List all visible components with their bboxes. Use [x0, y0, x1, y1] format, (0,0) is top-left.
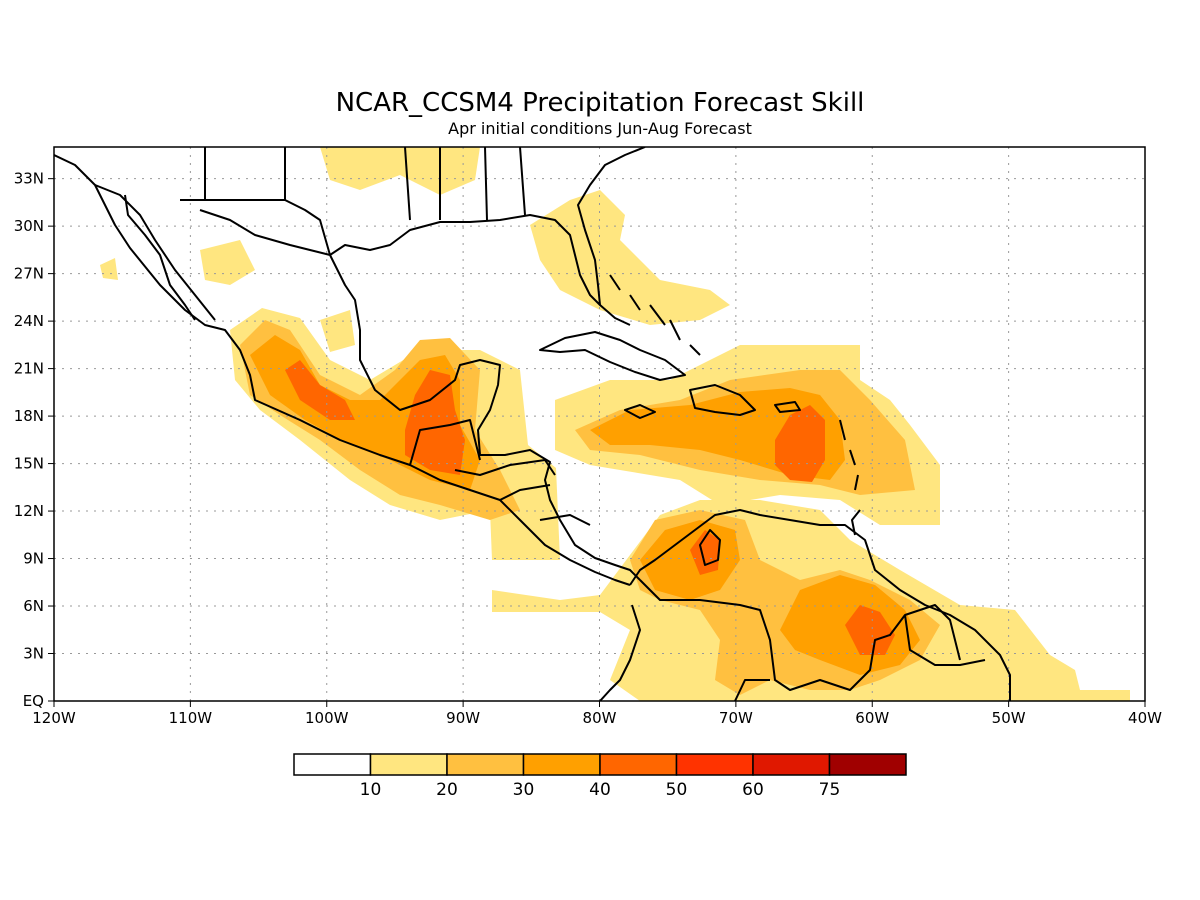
border-south-america	[639, 579, 986, 701]
coastline-jamaica	[624, 404, 656, 419]
coastline-florida-keys	[599, 304, 631, 326]
coastline-us-gulf	[329, 147, 646, 306]
y-axis-ticks: EQ 3N 6N 9N 12N 15N 18N 21N 24N 27N 30N 33N	[14, 170, 54, 710]
y-tick-label: 6N	[23, 597, 44, 615]
coastline-cuba	[539, 331, 686, 381]
x-tick-label: 100W	[305, 709, 349, 727]
x-tick-label: 50W	[992, 709, 1026, 727]
colorbar: 10 20 30 40 50 60 75	[293, 753, 907, 800]
x-tick-label: 110W	[169, 709, 213, 727]
skill-region-level-40-colombia	[690, 530, 720, 575]
y-tick-label: 3N	[23, 645, 44, 663]
x-tick-label: 90W	[446, 709, 480, 727]
y-tick-label: 9N	[23, 550, 44, 568]
y-tick-label: 24N	[14, 312, 44, 330]
colorbar-swatch	[293, 753, 372, 776]
y-tick-label: 15N	[14, 455, 44, 473]
skill-shading	[100, 147, 1130, 701]
colorbar-swatch	[446, 753, 525, 776]
x-axis-ticks: 120W 110W 100W 90W 80W 70W 60W 50W 40W	[32, 701, 1162, 727]
coastline-lake-maracaibo	[699, 529, 721, 566]
skill-region-level-10-north	[320, 147, 480, 195]
coastline-lesser-antilles	[839, 419, 861, 536]
x-tick-label: 120W	[32, 709, 76, 727]
skill-region-level-40-guiana	[845, 605, 895, 655]
map-grid	[54, 147, 1145, 701]
colorbar-label: 60	[742, 780, 764, 800]
colorbar-swatch	[828, 753, 907, 776]
colorbar-label: 75	[819, 780, 841, 800]
skill-region-level-10-gulf-coast	[530, 190, 730, 325]
colorbar-swatch	[599, 753, 678, 776]
y-tick-label: 33N	[14, 170, 44, 188]
coastline-gulf-of-mexico	[199, 209, 501, 456]
colorbar-swatch	[675, 753, 754, 776]
skill-region-level-10-baja	[100, 240, 355, 352]
border-states	[404, 147, 526, 221]
y-tick-label: 12N	[14, 502, 44, 520]
colorbar-swatch	[522, 753, 601, 776]
figure-title: NCAR_CCSM4 Precipitation Forecast Skill	[336, 88, 865, 118]
coastline-bahamas	[609, 274, 701, 356]
x-tick-label: 80W	[583, 709, 617, 727]
skill-region-level-40-antilles	[775, 405, 825, 482]
colorbar-swatch	[369, 753, 448, 776]
y-tick-label: EQ	[23, 692, 44, 710]
skill-region-level-40-guatemala	[405, 370, 465, 475]
border-us-mexico	[180, 147, 331, 256]
x-tick-label: 60W	[855, 709, 889, 727]
y-tick-label: 18N	[14, 407, 44, 425]
coastline-central-america-caribbean	[478, 449, 641, 581]
map-area	[54, 147, 1145, 701]
coastline-puerto-rico	[774, 401, 801, 413]
y-tick-label: 30N	[14, 217, 44, 235]
coastline-gulf-of-california	[94, 184, 216, 321]
figure-subtitle: Apr initial conditions Jun-Aug Forecast	[448, 119, 752, 138]
y-tick-label: 27N	[14, 265, 44, 283]
x-tick-label: 70W	[719, 709, 753, 727]
coastline-mexico-pacific	[54, 154, 631, 586]
y-tick-label: 21N	[14, 360, 44, 378]
coastline-hispaniola	[689, 384, 756, 416]
colorbar-label: 20	[436, 780, 458, 800]
coastlines	[54, 147, 1011, 701]
colorbar-swatch	[752, 753, 831, 776]
skill-region-level-40-mexico-west	[285, 360, 355, 420]
coastline-south-america	[599, 509, 1011, 701]
colorbar-label: 50	[666, 780, 688, 800]
border-central-america	[409, 419, 591, 526]
colorbar-label: 10	[360, 780, 382, 800]
colorbar-label: 30	[513, 780, 535, 800]
colorbar-label: 40	[589, 780, 611, 800]
x-tick-label: 40W	[1128, 709, 1162, 727]
